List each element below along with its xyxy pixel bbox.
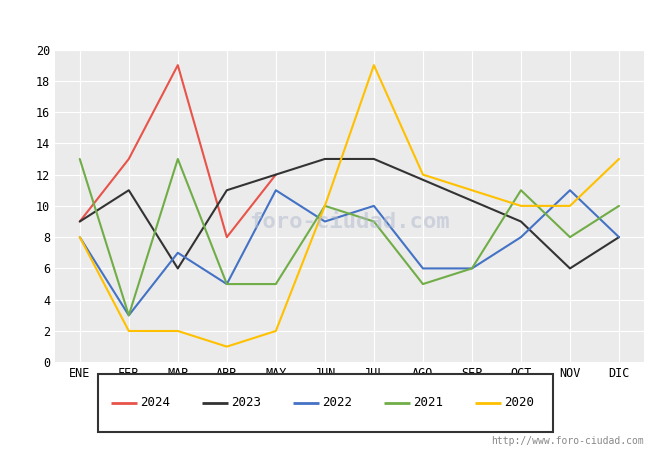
Text: 2021: 2021	[413, 396, 443, 409]
Text: http://www.foro-ciudad.com: http://www.foro-ciudad.com	[491, 436, 644, 446]
Text: 2020: 2020	[504, 396, 534, 409]
Text: foro-ciudad.com: foro-ciudad.com	[249, 212, 450, 231]
Text: 2022: 2022	[322, 396, 352, 409]
Text: 2023: 2023	[231, 396, 261, 409]
Text: Matriculaciones de Vehiculos en Agost: Matriculaciones de Vehiculos en Agost	[140, 14, 510, 33]
FancyBboxPatch shape	[98, 374, 552, 432]
Text: 2024: 2024	[140, 396, 170, 409]
